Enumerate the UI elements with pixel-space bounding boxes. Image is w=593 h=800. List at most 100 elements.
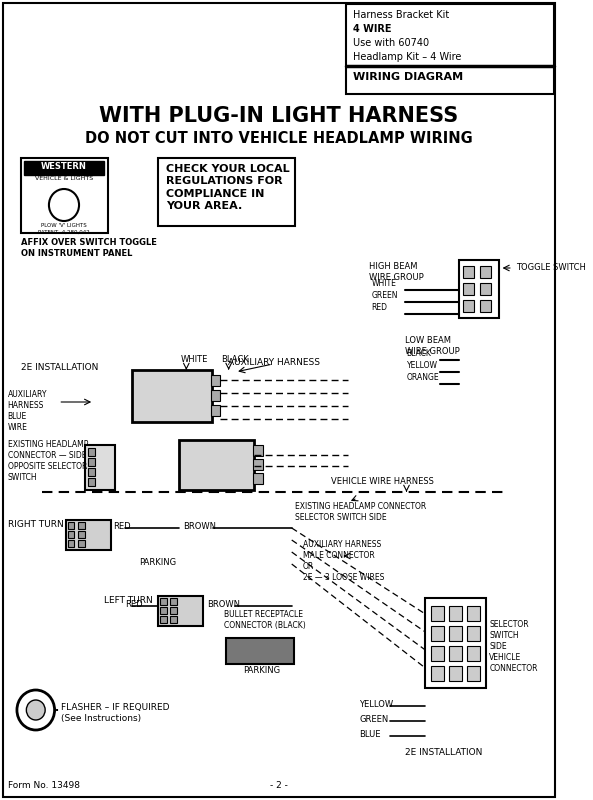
Bar — [160, 598, 167, 605]
Text: HIGH BEAM
WIRE GROUP: HIGH BEAM WIRE GROUP — [369, 262, 423, 282]
Bar — [88, 448, 95, 456]
Bar — [467, 606, 480, 621]
Bar — [170, 607, 177, 614]
Text: AFFIX OVER SWITCH TOGGLE
ON INSTRUMENT PANEL: AFFIX OVER SWITCH TOGGLE ON INSTRUMENT P… — [21, 238, 157, 258]
Text: YELLOW: YELLOW — [407, 361, 438, 370]
Text: Harness Bracket Kit: Harness Bracket Kit — [353, 10, 449, 20]
Bar — [68, 522, 74, 529]
Bar — [24, 161, 104, 175]
Bar — [425, 598, 486, 688]
Text: SELECTOR
SWITCH
SIDE
VEHICLE
CONNECTOR: SELECTOR SWITCH SIDE VEHICLE CONNECTOR — [489, 620, 538, 674]
Bar — [467, 626, 480, 641]
Bar — [170, 616, 177, 623]
Bar — [88, 468, 95, 476]
Text: BLUE: BLUE — [359, 730, 381, 739]
Text: EXISTING HEADLAMP
CONNECTOR — SIDE
OPPOSITE SELECTOR
SWITCH: EXISTING HEADLAMP CONNECTOR — SIDE OPPOS… — [8, 440, 88, 482]
Text: LOW BEAM
WIRE GROUP: LOW BEAM WIRE GROUP — [404, 336, 460, 356]
Bar — [449, 606, 462, 621]
Text: Use with 60740: Use with 60740 — [353, 38, 429, 48]
Bar — [449, 666, 462, 681]
Bar — [160, 616, 167, 623]
Bar — [467, 646, 480, 661]
Bar — [253, 473, 263, 484]
Circle shape — [26, 700, 45, 720]
Bar — [68, 531, 74, 538]
Text: RED: RED — [372, 303, 388, 312]
Bar — [158, 596, 203, 626]
Text: RIGHT TURN: RIGHT TURN — [8, 520, 63, 529]
Text: BROWN: BROWN — [183, 522, 216, 531]
Text: TOGGLE SWITCH: TOGGLE SWITCH — [516, 263, 585, 272]
Text: WESTERN: WESTERN — [41, 162, 87, 171]
Text: 4 WIRE: 4 WIRE — [353, 24, 391, 34]
Bar — [160, 607, 167, 614]
Bar — [431, 666, 444, 681]
Bar — [449, 646, 462, 661]
Bar — [132, 370, 212, 422]
Bar — [431, 646, 444, 661]
Text: RED: RED — [113, 522, 130, 531]
Text: CHECK YOUR LOCAL
REGULATIONS FOR
COMPLIANCE IN
YOUR AREA.: CHECK YOUR LOCAL REGULATIONS FOR COMPLIA… — [165, 164, 289, 211]
Text: BLACK: BLACK — [407, 349, 431, 358]
Bar — [170, 598, 177, 605]
Bar — [463, 300, 474, 312]
Text: VEHICLE & LIGHTS: VEHICLE & LIGHTS — [35, 176, 93, 181]
Text: 2E INSTALLATION: 2E INSTALLATION — [404, 748, 482, 757]
Bar — [253, 445, 263, 456]
Text: RED: RED — [125, 600, 143, 609]
Bar — [21, 158, 108, 233]
Bar — [480, 283, 491, 295]
Bar — [463, 283, 474, 295]
Bar — [78, 540, 85, 547]
Text: BROWN: BROWN — [207, 600, 240, 609]
Bar — [467, 666, 480, 681]
Bar — [78, 531, 85, 538]
Bar — [226, 638, 294, 664]
Bar — [158, 158, 295, 226]
Text: WHITE: WHITE — [372, 279, 397, 288]
Text: WHITE: WHITE — [181, 355, 208, 364]
Bar — [463, 266, 474, 278]
Bar — [211, 375, 220, 386]
Bar — [480, 266, 491, 278]
Bar — [211, 405, 220, 416]
Text: WIRING DIAGRAM: WIRING DIAGRAM — [353, 72, 463, 82]
Circle shape — [17, 690, 55, 730]
Text: VEHICLE WIRE HARNESS: VEHICLE WIRE HARNESS — [331, 477, 434, 486]
Text: WITH PLUG-IN LIGHT HARNESS: WITH PLUG-IN LIGHT HARNESS — [100, 106, 458, 126]
Text: BULLET RECEPTACLE
CONNECTOR (BLACK): BULLET RECEPTACLE CONNECTOR (BLACK) — [224, 610, 306, 630]
Text: Form No. 13498: Form No. 13498 — [8, 781, 79, 790]
Bar — [346, 4, 554, 94]
Text: FLASHER – IF REQUIRED
(See Instructions): FLASHER – IF REQUIRED (See Instructions) — [61, 703, 170, 723]
Bar — [68, 540, 74, 547]
Bar — [459, 260, 499, 318]
Text: GREEN: GREEN — [372, 291, 398, 300]
Bar — [88, 478, 95, 486]
Text: LEFT TURN: LEFT TURN — [104, 596, 152, 605]
Text: AUXILIARY HARNESS: AUXILIARY HARNESS — [228, 358, 320, 367]
Text: - 2 -: - 2 - — [270, 781, 288, 790]
Text: AUXILIARY HARNESS
MALE CONNECTOR
OR
2E — 3 LOOSE WIRES: AUXILIARY HARNESS MALE CONNECTOR OR 2E —… — [303, 540, 384, 582]
Text: EXISTING HEADLAMP CONNECTOR
SELECTOR SWITCH SIDE: EXISTING HEADLAMP CONNECTOR SELECTOR SWI… — [295, 502, 427, 522]
Bar — [253, 459, 263, 470]
Bar — [480, 300, 491, 312]
Text: PLOW 'V' LIGHTS: PLOW 'V' LIGHTS — [41, 223, 87, 228]
Bar — [78, 522, 85, 529]
Circle shape — [49, 189, 79, 221]
Text: BLACK: BLACK — [221, 355, 249, 364]
Text: PATENT  4,280,042: PATENT 4,280,042 — [38, 230, 90, 235]
Bar — [66, 520, 111, 550]
Bar — [211, 390, 220, 401]
Text: AUXILIARY
HARNESS
BLUE
WIRE: AUXILIARY HARNESS BLUE WIRE — [8, 390, 47, 432]
Bar — [85, 445, 115, 490]
Bar — [431, 626, 444, 641]
Text: 2E INSTALLATION: 2E INSTALLATION — [21, 363, 98, 372]
Text: PARKING: PARKING — [243, 666, 280, 675]
Bar — [449, 626, 462, 641]
Bar — [178, 440, 254, 490]
Text: Headlamp Kit – 4 Wire: Headlamp Kit – 4 Wire — [353, 52, 461, 62]
Bar — [88, 458, 95, 466]
Text: YELLOW: YELLOW — [359, 700, 394, 709]
Text: ORANGE: ORANGE — [407, 373, 439, 382]
Text: PARKING: PARKING — [139, 558, 176, 567]
